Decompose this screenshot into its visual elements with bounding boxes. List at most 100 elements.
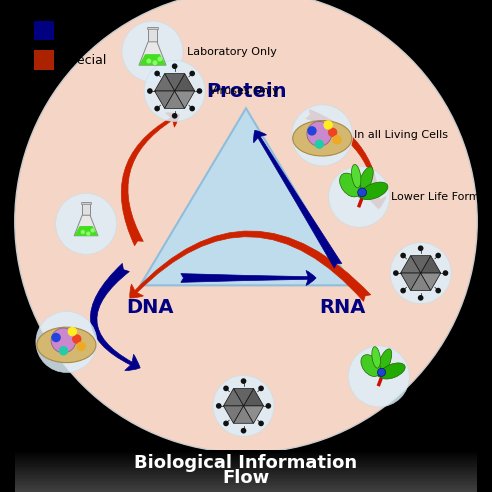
Circle shape — [51, 333, 61, 342]
Bar — [15, 463, 477, 465]
Circle shape — [307, 126, 317, 136]
Polygon shape — [244, 406, 264, 423]
Text: In all Living Cells: In all Living Cells — [354, 130, 448, 140]
Ellipse shape — [357, 167, 373, 197]
Circle shape — [144, 61, 205, 122]
Text: Lower Life Forms: Lower Life Forms — [391, 192, 486, 202]
Polygon shape — [411, 273, 430, 290]
FancyArrowPatch shape — [306, 109, 386, 209]
Circle shape — [36, 311, 97, 372]
Circle shape — [59, 346, 68, 356]
Polygon shape — [421, 256, 441, 273]
Circle shape — [400, 253, 406, 258]
Circle shape — [72, 334, 82, 344]
Bar — [15, 450, 477, 452]
Circle shape — [154, 106, 160, 111]
Bar — [15, 475, 477, 477]
Circle shape — [258, 421, 264, 426]
Circle shape — [51, 328, 76, 353]
Bar — [15, 479, 477, 481]
Bar — [15, 470, 477, 472]
Circle shape — [307, 122, 332, 146]
Text: General: General — [62, 23, 111, 36]
Circle shape — [266, 403, 271, 409]
FancyArrowPatch shape — [122, 113, 180, 246]
Bar — [15, 453, 477, 455]
Bar — [15, 450, 477, 492]
Ellipse shape — [379, 363, 405, 379]
Circle shape — [292, 105, 353, 166]
Polygon shape — [244, 389, 264, 406]
Circle shape — [223, 421, 229, 426]
Polygon shape — [74, 226, 98, 236]
Circle shape — [348, 346, 409, 407]
Polygon shape — [234, 406, 253, 423]
Polygon shape — [223, 406, 244, 423]
Polygon shape — [175, 91, 195, 108]
Polygon shape — [223, 389, 244, 406]
Circle shape — [332, 135, 342, 145]
Text: Special: Special — [62, 54, 107, 66]
Polygon shape — [234, 389, 253, 406]
Polygon shape — [154, 91, 175, 108]
Bar — [15, 473, 477, 475]
Ellipse shape — [339, 173, 361, 197]
FancyArrowPatch shape — [130, 231, 370, 302]
Bar — [15, 458, 477, 460]
Circle shape — [147, 59, 152, 63]
Polygon shape — [139, 42, 166, 65]
Bar — [15, 472, 477, 474]
Circle shape — [189, 71, 195, 76]
Circle shape — [172, 113, 178, 119]
Bar — [15, 466, 477, 468]
Bar — [34, 50, 54, 70]
Polygon shape — [400, 273, 421, 290]
Polygon shape — [175, 74, 195, 91]
Polygon shape — [148, 27, 157, 42]
Text: DNA: DNA — [126, 298, 174, 317]
Circle shape — [323, 120, 333, 130]
Circle shape — [122, 21, 183, 82]
Bar — [15, 490, 477, 492]
Polygon shape — [165, 74, 184, 91]
Bar — [15, 454, 477, 456]
Circle shape — [157, 57, 162, 62]
Bar — [15, 483, 477, 485]
Polygon shape — [421, 273, 441, 290]
Circle shape — [197, 88, 202, 94]
Bar — [15, 451, 477, 453]
Bar — [15, 455, 477, 457]
Circle shape — [329, 166, 390, 227]
Circle shape — [76, 341, 86, 351]
Circle shape — [86, 231, 91, 236]
Circle shape — [393, 270, 399, 276]
Bar — [15, 460, 477, 461]
Circle shape — [418, 246, 424, 251]
Polygon shape — [165, 91, 184, 108]
Bar — [15, 482, 477, 484]
Circle shape — [241, 428, 246, 433]
Circle shape — [400, 288, 406, 293]
Text: Protein: Protein — [206, 82, 286, 101]
Bar — [34, 21, 54, 40]
Text: Viruses Only: Viruses Only — [209, 86, 279, 96]
Text: RNA: RNA — [319, 298, 365, 317]
Polygon shape — [400, 256, 421, 273]
Circle shape — [189, 106, 195, 111]
Circle shape — [258, 386, 264, 391]
Circle shape — [35, 51, 53, 69]
Text: Laboratory Only: Laboratory Only — [187, 47, 277, 57]
Circle shape — [154, 71, 160, 76]
Circle shape — [153, 60, 157, 65]
Bar — [15, 485, 477, 487]
Ellipse shape — [361, 355, 380, 376]
Ellipse shape — [377, 349, 392, 377]
Circle shape — [35, 22, 53, 39]
Ellipse shape — [293, 121, 352, 156]
Bar — [15, 476, 477, 478]
Polygon shape — [154, 74, 175, 91]
Bar — [15, 465, 477, 467]
Circle shape — [314, 139, 324, 149]
Circle shape — [91, 228, 95, 233]
Text: Biological Information: Biological Information — [134, 455, 358, 472]
